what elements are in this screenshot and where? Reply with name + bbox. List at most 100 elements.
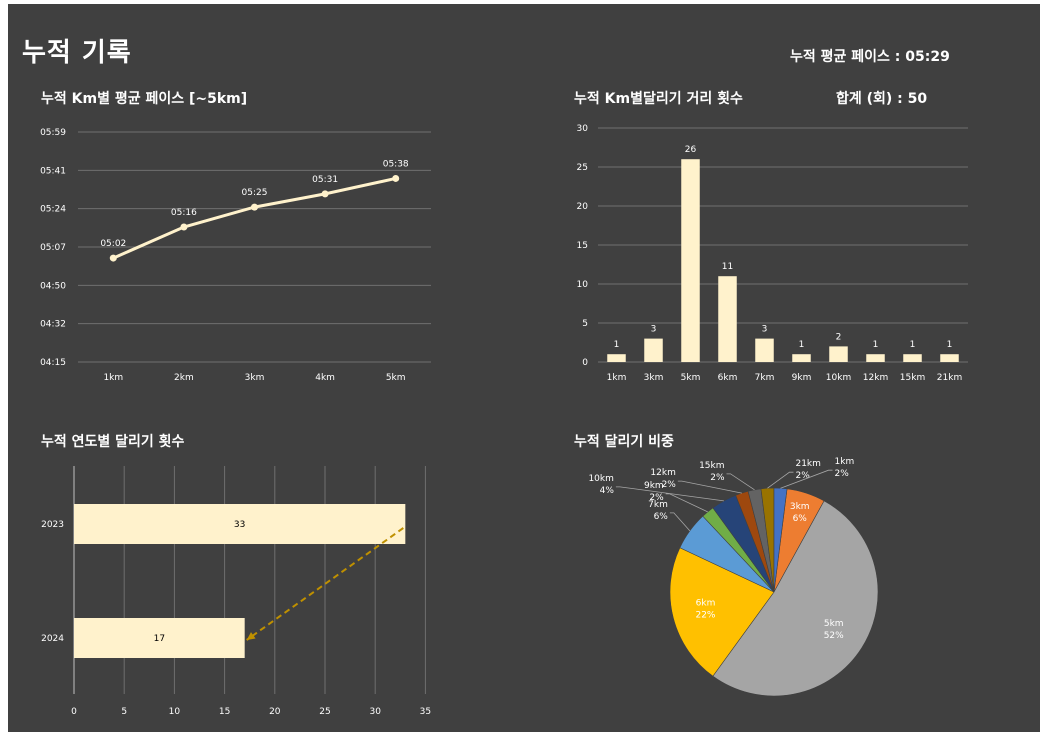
slice-percent: 4% [600, 486, 615, 496]
slice-label: 3km [790, 502, 810, 512]
data-label: 05:16 [171, 208, 197, 218]
data-label: 1 [873, 340, 879, 350]
leader-line [665, 493, 708, 513]
dashboard: 누적 기록 누적 평균 페이스 : 05:29 누적 Km별 평균 페이스 [~… [8, 4, 1040, 732]
bar [74, 618, 245, 658]
leader-line [726, 473, 755, 491]
leader-line [669, 512, 691, 532]
slice-percent: 2% [710, 473, 725, 483]
bar [644, 338, 663, 362]
y-tick-label: 04:32 [40, 320, 66, 330]
data-label: 1 [947, 340, 953, 350]
x-tick-label: 4km [315, 373, 335, 383]
slice-label: 1km [835, 457, 855, 467]
x-tick-label: 1km [607, 373, 627, 383]
bar [681, 159, 700, 362]
data-label: 1 [614, 340, 620, 350]
slice-percent: 22% [695, 611, 715, 621]
charts-canvas: 04:15 04:32 04:50 05:07 05:24 05:41 05:59 05:02… [40, 124, 968, 717]
bar [755, 338, 774, 362]
x-tick-label: 30 [369, 707, 381, 717]
x-tick-label: 12km [863, 373, 888, 383]
x-tick-label: 10 [169, 707, 181, 717]
data-label: 1 [799, 340, 805, 350]
bar [74, 504, 406, 544]
trend-arrowhead [246, 632, 256, 640]
bar [903, 354, 922, 362]
y-tick-label: 04:50 [40, 281, 66, 291]
share-pie-chart: 3km6%5km52%6km22%7km6%9km2%10km4%12km2%1… [588, 457, 879, 697]
leader-line [767, 471, 794, 489]
leader-line [780, 469, 833, 489]
average-pace: 누적 평균 페이스 : 05:29 [790, 49, 950, 65]
y-tick-label: 2024 [41, 634, 64, 644]
data-label: 05:31 [312, 175, 338, 185]
data-label: 26 [685, 145, 697, 155]
pie-slice [712, 500, 879, 697]
slice-label: 6km [696, 599, 716, 609]
x-tick-label: 6km [718, 373, 738, 383]
y-tick-label: 2023 [41, 520, 64, 530]
y-tick-label: 05:41 [40, 166, 66, 176]
bar [792, 354, 811, 362]
bar [829, 346, 848, 362]
x-tick-label: 0 [71, 707, 77, 717]
bar [940, 354, 959, 362]
data-point [109, 254, 117, 262]
x-tick-label: 2km [174, 373, 194, 383]
y-tick-label: 15 [577, 241, 588, 251]
y-tick-label: 30 [577, 124, 589, 134]
slice-label: 10km [588, 474, 613, 484]
count-bar-chart: 05101520253011km33km265km116km37km19km21… [577, 124, 968, 383]
share-chart-title: 누적 달리기 비중 [574, 434, 674, 450]
bar [866, 354, 885, 362]
slice-percent: 6% [654, 512, 669, 522]
y-tick-label: 5 [582, 319, 588, 329]
x-tick-label: 25 [319, 707, 330, 717]
data-label: 17 [154, 634, 165, 644]
count-chart-title: 누적 Km별달리기 거리 횟수 [574, 91, 743, 107]
y-tick-label: 05:24 [40, 205, 66, 215]
pace-line-chart: 04:15 04:32 04:50 05:07 05:24 05:41 05:59 05:02… [40, 128, 431, 383]
data-label: 33 [234, 520, 245, 530]
slice-percent: 2% [835, 469, 850, 479]
x-tick-label: 21km [937, 373, 962, 383]
page-title: 누적 기록 [22, 38, 132, 68]
yearly-bar-chart: 0 5 10 15 20 25 30 35 33 2023 17 2024 [41, 466, 431, 717]
slice-label: 21km [795, 459, 820, 469]
x-tick-label: 10km [826, 373, 851, 383]
x-tick-label: 5km [386, 373, 406, 383]
bar [718, 276, 737, 362]
slice-label: 5km [824, 619, 844, 629]
x-tick-label: 7km [755, 373, 775, 383]
slice-percent: 6% [793, 514, 808, 524]
slice-label: 9km [644, 481, 664, 491]
data-point [392, 174, 400, 182]
x-tick-label: 15km [900, 373, 925, 383]
data-point [180, 223, 188, 231]
x-tick-label: 3km [644, 373, 664, 383]
data-label: 05:38 [383, 159, 409, 169]
yearly-chart-title: 누적 연도별 달리기 횟수 [41, 434, 185, 450]
data-label: 3 [762, 325, 768, 335]
x-tick-label: 1km [103, 373, 123, 383]
pace-chart-title: 누적 Km별 평균 페이스 [~5km] [41, 91, 248, 107]
slice-label: 7km [648, 500, 668, 510]
slice-percent: 2% [795, 471, 810, 481]
leader-line [615, 486, 724, 502]
y-tick-label: 04:15 [40, 358, 66, 368]
slice-percent: 52% [824, 631, 844, 641]
x-tick-label: 5km [681, 373, 701, 383]
x-tick-label: 35 [420, 707, 431, 717]
y-tick-label: 10 [577, 280, 589, 290]
slice-percent: 2% [662, 480, 677, 490]
y-tick-label: 05:07 [40, 243, 66, 253]
y-tick-label: 25 [577, 163, 588, 173]
trend-arrow [246, 527, 404, 641]
x-tick-label: 9km [792, 373, 812, 383]
leader-line [677, 480, 742, 494]
data-label: 2 [836, 332, 842, 342]
data-label: 1 [910, 340, 916, 350]
data-label: 05:25 [242, 188, 268, 198]
data-label: 11 [722, 262, 733, 272]
